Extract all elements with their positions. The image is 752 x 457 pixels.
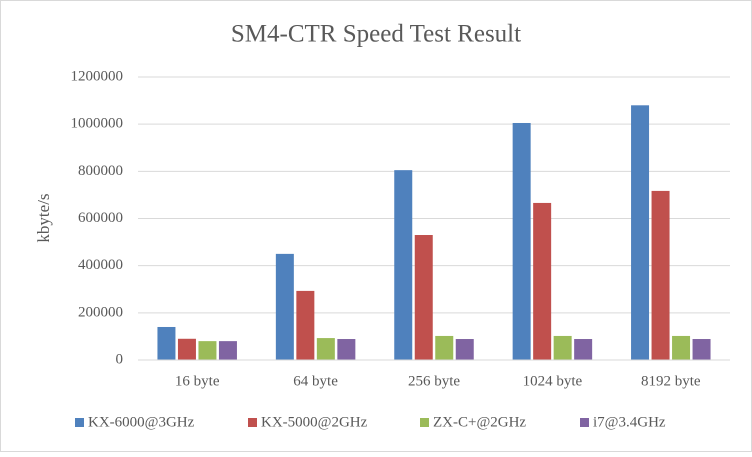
y-tick-label: 800000: [78, 163, 123, 179]
bar: [157, 326, 176, 360]
bar: [512, 122, 531, 360]
x-tick-label: 1024 byte: [523, 373, 583, 389]
bar: [296, 290, 315, 360]
bar: [275, 253, 294, 360]
bar: [337, 339, 356, 360]
chart-title: SM4-CTR Speed Test Result: [231, 21, 521, 48]
y-tick-label: 1000000: [71, 116, 124, 132]
y-tick-label: 600000: [78, 210, 123, 226]
legend-label: ZX-C+@2GHz: [433, 414, 526, 430]
bar: [692, 339, 711, 360]
bar: [672, 335, 691, 360]
legend-label: KX-5000@2GHz: [261, 414, 368, 430]
bar: [198, 341, 217, 360]
bar: [177, 338, 196, 360]
bar: [414, 235, 433, 360]
bar: [574, 339, 593, 360]
bar: [533, 202, 552, 360]
bar: [631, 105, 650, 360]
x-tick-label: 8192 byte: [641, 373, 701, 389]
bar: [455, 339, 474, 360]
legend-marker: [580, 418, 589, 427]
bar: [553, 335, 572, 360]
x-tick-label: 64 byte: [293, 373, 338, 389]
y-tick-label: 0: [116, 351, 124, 367]
legend-marker: [420, 418, 429, 427]
legend-label: KX-6000@3GHz: [88, 414, 195, 430]
bar: [435, 335, 454, 360]
x-tick-label: 256 byte: [408, 373, 460, 389]
bar: [394, 170, 413, 360]
y-axis-label: kbyte/s: [34, 193, 53, 242]
legend-marker: [75, 418, 84, 427]
legend-label: i7@3.4GHz: [593, 414, 666, 430]
bar: [218, 341, 237, 360]
legend-marker: [248, 418, 257, 427]
bar: [316, 338, 335, 360]
bar: [651, 190, 670, 360]
y-tick-label: 400000: [78, 257, 123, 273]
x-tick-label: 16 byte: [175, 373, 220, 389]
y-tick-label: 1200000: [71, 68, 124, 84]
y-tick-label: 200000: [78, 304, 123, 320]
